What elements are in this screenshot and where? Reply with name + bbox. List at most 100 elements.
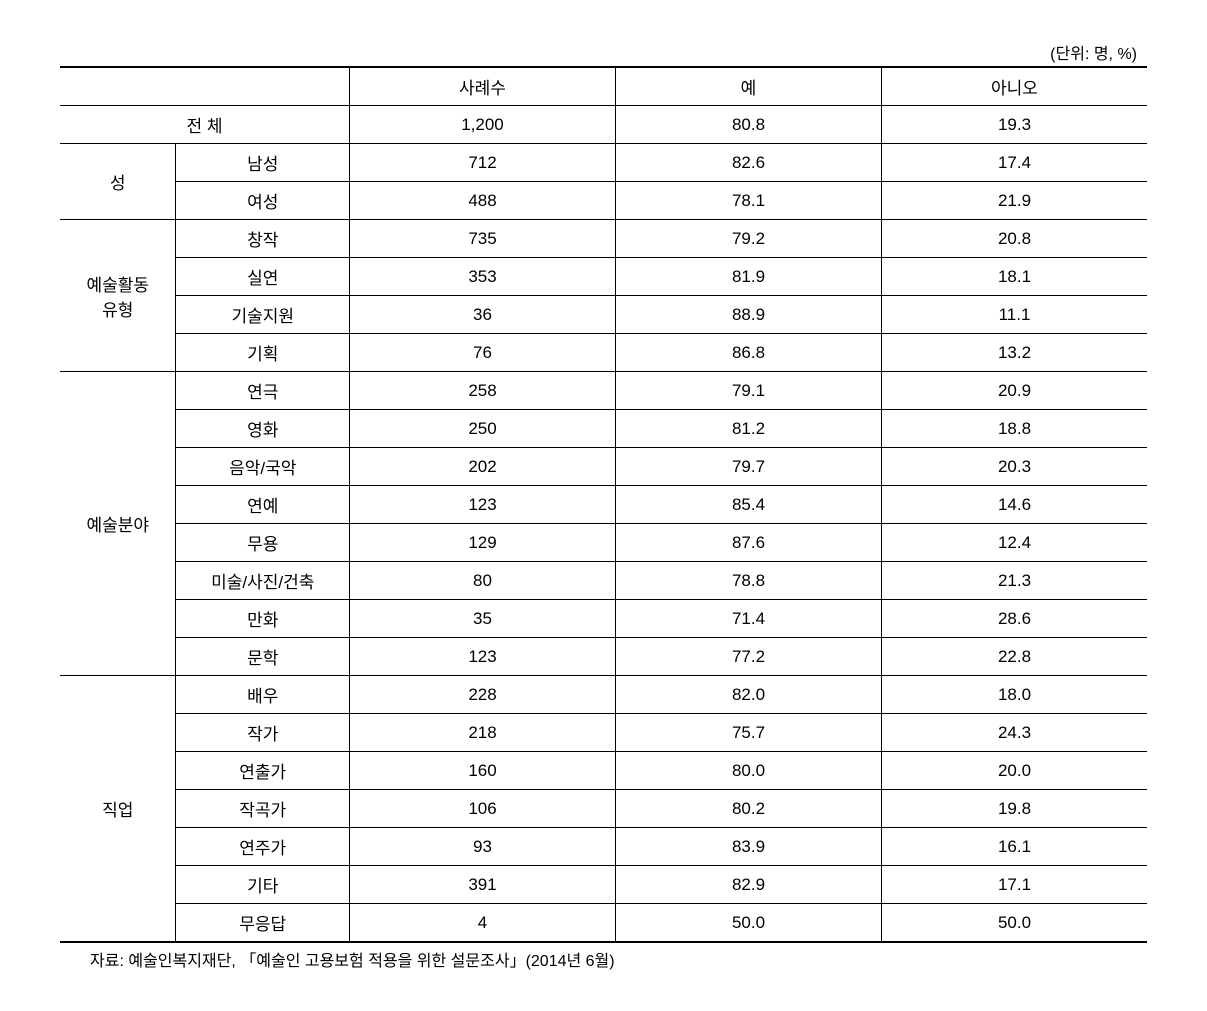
- row-label: 연극: [176, 372, 350, 410]
- row-yes: 75.7: [616, 714, 882, 752]
- table-row: 무용 129 87.6 12.4: [60, 524, 1147, 562]
- row-no: 18.8: [882, 410, 1148, 448]
- row-label: 창작: [176, 220, 350, 258]
- row-yes: 83.9: [616, 828, 882, 866]
- row-cases: 36: [350, 296, 616, 334]
- group-gender: 성: [60, 144, 176, 220]
- group-occupation: 직업: [60, 676, 176, 943]
- header-row: 사례수 예 아니오: [60, 67, 1147, 106]
- row-no: 50.0: [882, 904, 1148, 943]
- row-cases: 106: [350, 790, 616, 828]
- header-no: 아니오: [882, 67, 1148, 106]
- row-label: 음악/국악: [176, 448, 350, 486]
- table-row: 영화 250 81.2 18.8: [60, 410, 1147, 448]
- table-row: 기술지원 36 88.9 11.1: [60, 296, 1147, 334]
- row-cases: 123: [350, 486, 616, 524]
- table-row: 실연 353 81.9 18.1: [60, 258, 1147, 296]
- table-row: 기타 391 82.9 17.1: [60, 866, 1147, 904]
- group-label-line2: 유형: [102, 301, 133, 320]
- row-cases: 488: [350, 182, 616, 220]
- row-no: 24.3: [882, 714, 1148, 752]
- row-yes: 85.4: [616, 486, 882, 524]
- row-label: 연예: [176, 486, 350, 524]
- row-no: 16.1: [882, 828, 1148, 866]
- row-label: 작가: [176, 714, 350, 752]
- row-cases: 712: [350, 144, 616, 182]
- row-label: 여성: [176, 182, 350, 220]
- row-yes: 80.0: [616, 752, 882, 790]
- row-yes: 77.2: [616, 638, 882, 676]
- table-row: 작가 218 75.7 24.3: [60, 714, 1147, 752]
- row-cases: 250: [350, 410, 616, 448]
- table-row: 기획 76 86.8 13.2: [60, 334, 1147, 372]
- row-label: 기술지원: [176, 296, 350, 334]
- row-no: 19.8: [882, 790, 1148, 828]
- row-cases: 218: [350, 714, 616, 752]
- row-label: 남성: [176, 144, 350, 182]
- row-label: 문학: [176, 638, 350, 676]
- row-label: 기타: [176, 866, 350, 904]
- row-yes: 88.9: [616, 296, 882, 334]
- row-cases: 123: [350, 638, 616, 676]
- row-yes: 78.8: [616, 562, 882, 600]
- row-cases: 228: [350, 676, 616, 714]
- row-yes: 71.4: [616, 600, 882, 638]
- row-no: 20.3: [882, 448, 1148, 486]
- row-cases: 258: [350, 372, 616, 410]
- table-row: 직업 배우 228 82.0 18.0: [60, 676, 1147, 714]
- group-label-line1: 예술활동: [86, 276, 149, 295]
- total-row: 전 체 1,200 80.8 19.3: [60, 106, 1147, 144]
- row-label: 무응답: [176, 904, 350, 943]
- row-yes: 87.6: [616, 524, 882, 562]
- unit-label: (단위: 명, %): [60, 40, 1147, 64]
- row-cases: 202: [350, 448, 616, 486]
- group-activity-type: 예술활동 유형: [60, 220, 176, 372]
- source-note: 자료: 예술인복지재단, 「예술인 고용보험 적용을 위한 설문조사」(2014…: [60, 947, 1147, 971]
- row-cases: 80: [350, 562, 616, 600]
- row-no: 13.2: [882, 334, 1148, 372]
- row-no: 17.4: [882, 144, 1148, 182]
- row-yes: 78.1: [616, 182, 882, 220]
- table-row: 미술/사진/건축 80 78.8 21.3: [60, 562, 1147, 600]
- total-no: 19.3: [882, 106, 1148, 144]
- row-cases: 129: [350, 524, 616, 562]
- table-row: 연주가 93 83.9 16.1: [60, 828, 1147, 866]
- row-yes: 81.9: [616, 258, 882, 296]
- row-cases: 35: [350, 600, 616, 638]
- header-yes: 예: [616, 67, 882, 106]
- header-cases: 사례수: [350, 67, 616, 106]
- row-no: 17.1: [882, 866, 1148, 904]
- row-no: 18.1: [882, 258, 1148, 296]
- row-no: 12.4: [882, 524, 1148, 562]
- row-no: 11.1: [882, 296, 1148, 334]
- total-yes: 80.8: [616, 106, 882, 144]
- row-no: 14.6: [882, 486, 1148, 524]
- total-cases: 1,200: [350, 106, 616, 144]
- row-label: 배우: [176, 676, 350, 714]
- row-no: 21.3: [882, 562, 1148, 600]
- row-label: 무용: [176, 524, 350, 562]
- table-row: 여성 488 78.1 21.9: [60, 182, 1147, 220]
- table-row: 예술활동 유형 창작 735 79.2 20.8: [60, 220, 1147, 258]
- row-cases: 353: [350, 258, 616, 296]
- row-no: 22.8: [882, 638, 1148, 676]
- table-row: 무응답 4 50.0 50.0: [60, 904, 1147, 943]
- row-cases: 160: [350, 752, 616, 790]
- row-label: 작곡가: [176, 790, 350, 828]
- table-row: 연예 123 85.4 14.6: [60, 486, 1147, 524]
- row-yes: 79.2: [616, 220, 882, 258]
- row-label: 영화: [176, 410, 350, 448]
- row-label: 연주가: [176, 828, 350, 866]
- row-yes: 82.9: [616, 866, 882, 904]
- table-row: 예술분야 연극 258 79.1 20.9: [60, 372, 1147, 410]
- row-no: 21.9: [882, 182, 1148, 220]
- row-label: 미술/사진/건축: [176, 562, 350, 600]
- row-cases: 391: [350, 866, 616, 904]
- table-row: 음악/국악 202 79.7 20.3: [60, 448, 1147, 486]
- table-row: 작곡가 106 80.2 19.8: [60, 790, 1147, 828]
- row-yes: 86.8: [616, 334, 882, 372]
- row-cases: 76: [350, 334, 616, 372]
- row-cases: 93: [350, 828, 616, 866]
- row-label: 실연: [176, 258, 350, 296]
- group-art-field: 예술분야: [60, 372, 176, 676]
